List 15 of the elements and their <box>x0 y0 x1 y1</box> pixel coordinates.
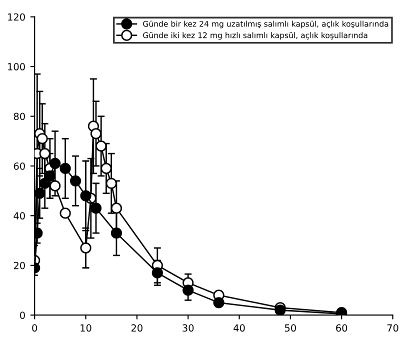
x-tick-label: 30 <box>182 324 194 332</box>
y-tick-label: 40 <box>14 212 25 220</box>
x-tick-label: 50 <box>284 324 296 332</box>
y-tick-label: 20 <box>14 262 25 270</box>
y-tick-label: 80 <box>14 112 25 120</box>
x-tick-label: 40 <box>234 324 245 332</box>
x-tick-label: 0 <box>32 324 38 332</box>
x-tick-label: 10 <box>80 324 92 332</box>
y-tick-label: 100 <box>8 63 25 70</box>
x-tick-label: 70 <box>387 324 398 332</box>
y-tick-label: 120 <box>8 13 25 21</box>
y-tick-label: 60 <box>14 162 25 170</box>
y-tick-label: 0 <box>20 312 25 319</box>
x-tick-label: 60 <box>336 324 348 332</box>
x-tick-label: 20 <box>131 324 142 332</box>
